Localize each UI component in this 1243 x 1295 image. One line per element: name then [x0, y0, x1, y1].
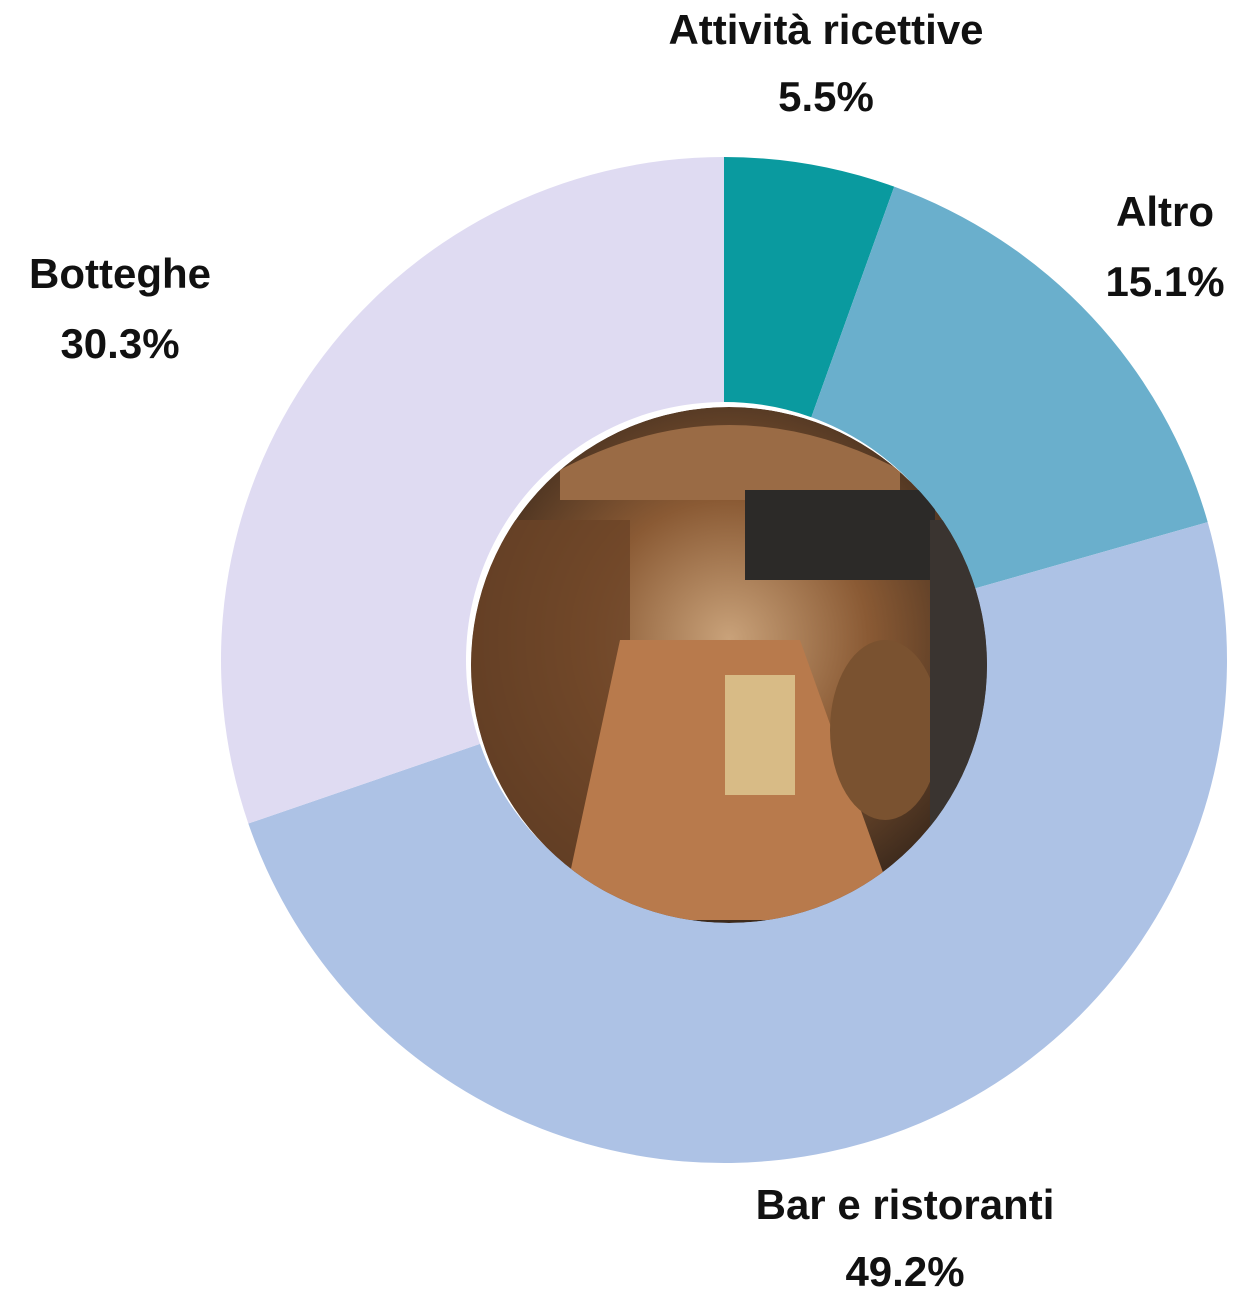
slice-value-label: 5.5% — [778, 73, 874, 120]
slice-value-label: 49.2% — [845, 1248, 964, 1295]
slice-label: Bar e ristoranti — [756, 1181, 1055, 1228]
slice-label: Attività ricettive — [668, 6, 983, 53]
slice-value-label: 15.1% — [1105, 258, 1224, 305]
page: Attività ricettive 5.5% Altro 15.1% Bar e ri… — [0, 0, 1243, 1295]
slice-label: Botteghe — [29, 250, 211, 297]
slice-label: Altro — [1116, 188, 1214, 235]
chart: Attività ricettive 5.5% Altro 15.1% Bar e ri… — [0, 0, 1243, 1295]
slice-value-label: 30.3% — [60, 320, 179, 367]
center-photo — [470, 407, 990, 923]
